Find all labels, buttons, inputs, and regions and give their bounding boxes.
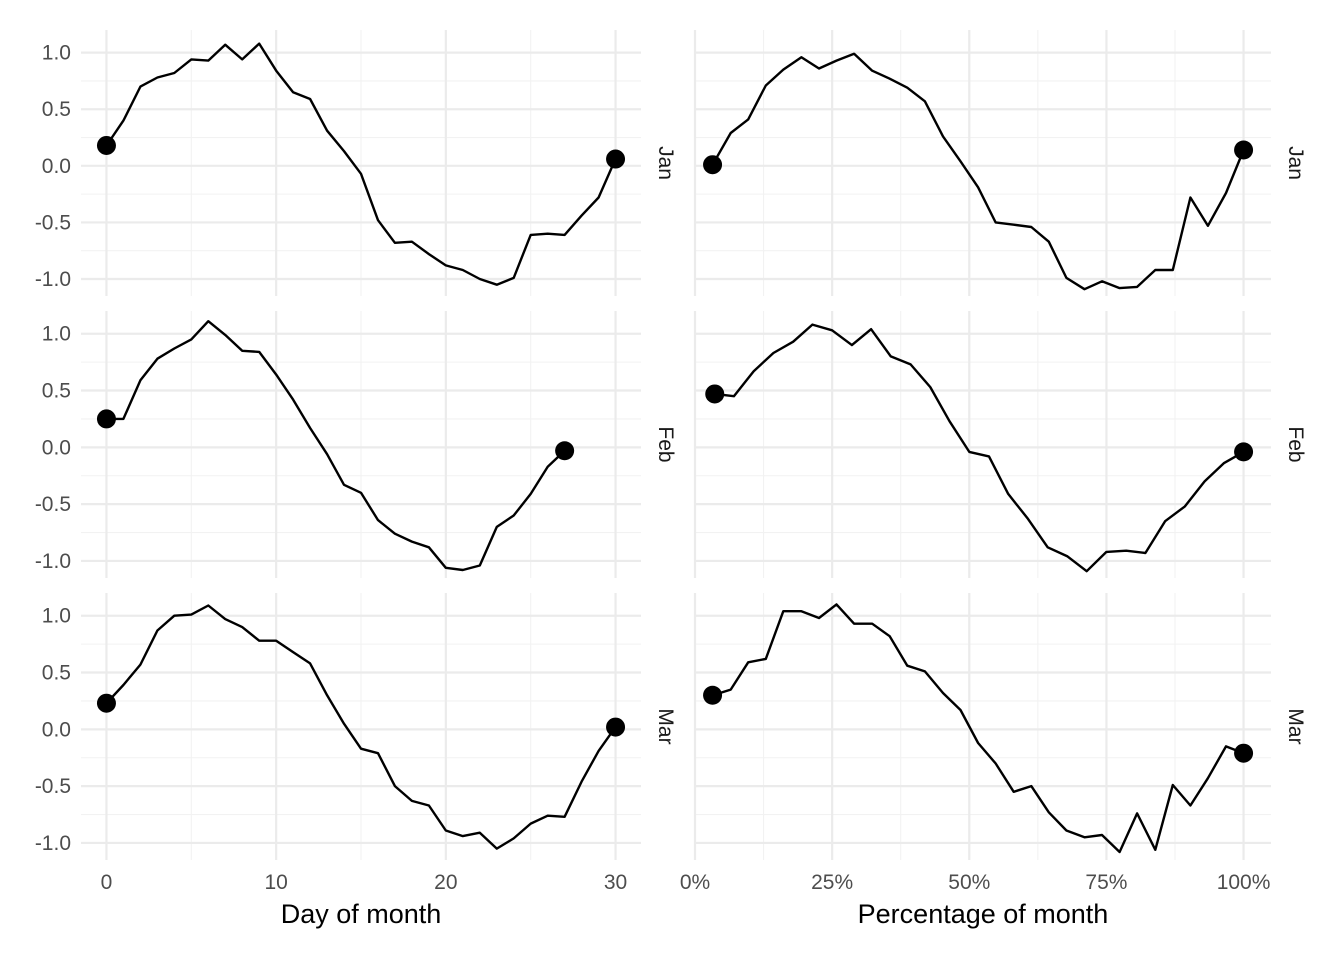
end-point-marker bbox=[1234, 743, 1254, 763]
panel-feb-col1: 1.0 0.5 0.0 -0.5 -1.0 Feb bbox=[35, 311, 677, 578]
start-point-marker bbox=[705, 384, 725, 404]
end-point-marker bbox=[1234, 140, 1254, 160]
x-tick-label: 50% bbox=[948, 871, 990, 894]
start-point-marker bbox=[703, 685, 723, 705]
x-tick-label: 20 bbox=[434, 871, 457, 894]
y-tick-label: -1.0 bbox=[35, 550, 71, 573]
x-axis-title: Day of month bbox=[281, 899, 442, 929]
x-tick-label: 25% bbox=[811, 871, 853, 894]
series-line-mar bbox=[712, 603, 1245, 854]
y-tick-label: 0.0 bbox=[42, 718, 71, 741]
x-tick-label: 30 bbox=[604, 871, 627, 894]
strip-label-jan: Jan bbox=[1284, 146, 1307, 180]
panel-mar-col2: Mar bbox=[693, 593, 1307, 860]
start-point-marker bbox=[96, 693, 116, 713]
y-tick-label: 1.0 bbox=[42, 323, 71, 346]
start-point-marker bbox=[96, 409, 116, 429]
x-tick-label: 75% bbox=[1085, 871, 1127, 894]
panel-jan-col1: 1.0 0.5 0.0 -0.5 -1.0 Jan bbox=[35, 30, 677, 296]
start-point-marker bbox=[703, 155, 723, 175]
series-line-feb bbox=[106, 320, 566, 572]
y-tick-label: 0.0 bbox=[42, 155, 71, 178]
y-tick-label: -1.0 bbox=[35, 832, 71, 855]
series-line-mar bbox=[105, 604, 617, 850]
strip-label-mar: Mar bbox=[654, 708, 677, 744]
y-tick-label: 0.5 bbox=[42, 98, 71, 121]
strip-label-feb: Feb bbox=[654, 426, 677, 462]
start-point-marker bbox=[96, 135, 116, 155]
y-tick-label: 0.5 bbox=[42, 380, 71, 403]
y-tick-label: 0.5 bbox=[42, 662, 71, 685]
panel-mar-col1: 1.0 0.5 0.0 -0.5 -1.0 Mar bbox=[35, 593, 677, 860]
x-axis-title: Percentage of month bbox=[858, 899, 1109, 929]
strip-label-jan: Jan bbox=[654, 146, 677, 180]
series-line-feb bbox=[714, 323, 1245, 573]
y-tick-label: 0.0 bbox=[42, 436, 71, 459]
y-tick-label: -0.5 bbox=[35, 211, 71, 234]
y-tick-label: -0.5 bbox=[35, 493, 71, 516]
end-point-marker bbox=[1234, 442, 1254, 462]
strip-label-mar: Mar bbox=[1284, 708, 1307, 744]
y-tick-label: 1.0 bbox=[42, 605, 71, 628]
series-line-jan bbox=[711, 52, 1245, 291]
x-tick-label: 0 bbox=[101, 871, 113, 894]
x-tick-label: 10 bbox=[264, 871, 287, 894]
end-point-marker bbox=[606, 717, 626, 737]
panel-jan-col2: Jan bbox=[693, 30, 1307, 296]
end-point-marker bbox=[555, 441, 575, 461]
strip-label-feb: Feb bbox=[1284, 426, 1307, 462]
panel-feb-col2: Feb bbox=[693, 311, 1307, 578]
x-tick-label: 0% bbox=[680, 871, 710, 894]
x-tick-label: 100% bbox=[1217, 871, 1271, 894]
y-tick-label: -0.5 bbox=[35, 775, 71, 798]
y-tick-label: 1.0 bbox=[42, 42, 71, 65]
y-tick-label: -1.0 bbox=[35, 268, 71, 291]
series-line-jan bbox=[105, 42, 617, 286]
end-point-marker bbox=[606, 149, 626, 169]
